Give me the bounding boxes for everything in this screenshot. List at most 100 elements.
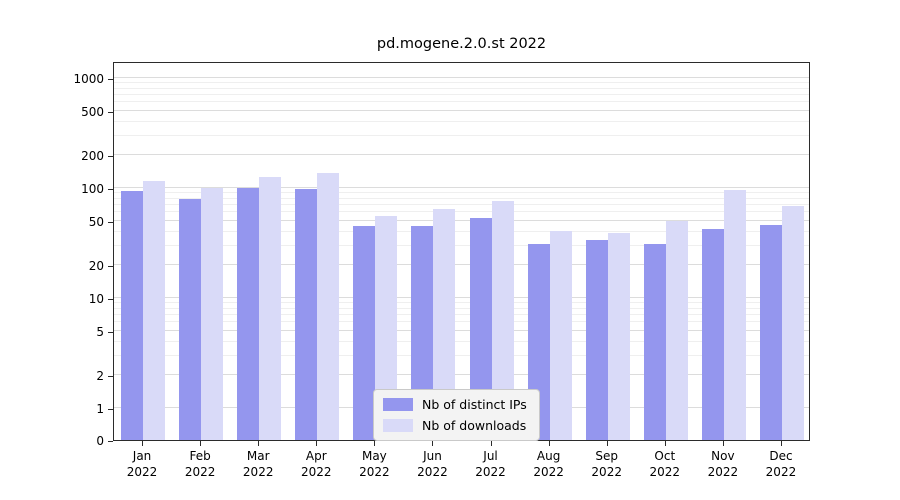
- y-tick-label: 5: [96, 325, 104, 340]
- minor-gridline: [114, 307, 809, 309]
- minor-gridline: [114, 302, 809, 304]
- x-tick-mark: [490, 441, 492, 446]
- legend-swatch: [383, 419, 413, 432]
- x-tick-mark: [142, 441, 144, 446]
- major-gridline: [114, 110, 809, 112]
- legend-swatch: [383, 398, 413, 411]
- bar-ips: [411, 226, 434, 440]
- x-tick-label: Jul 2022: [475, 449, 506, 479]
- y-tick-label: 1: [96, 402, 104, 416]
- minor-gridline: [114, 244, 809, 246]
- bar-downloads: [259, 176, 282, 440]
- y-tick-label: 10: [88, 292, 104, 306]
- bar-downloads: [317, 173, 340, 440]
- legend-label: Nb of downloads: [422, 418, 527, 433]
- minor-gridline: [114, 321, 809, 323]
- y-tick-label: 200: [81, 148, 104, 163]
- minor-gridline: [114, 101, 809, 103]
- x-tick-label: Oct 2022: [649, 449, 681, 479]
- bar-downloads: [375, 215, 398, 440]
- bar-ips: [179, 198, 202, 440]
- bar-downloads: [433, 208, 456, 440]
- major-gridline: [114, 77, 809, 78]
- x-tick-label: Mar 2022: [242, 449, 274, 479]
- minor-gridline: [114, 204, 809, 206]
- y-tick-label: 500: [81, 105, 104, 120]
- x-tick-mark: [780, 441, 782, 446]
- y-tick-label: 0: [96, 434, 104, 448]
- bar-ips: [701, 229, 724, 440]
- major-gridline: [114, 330, 809, 332]
- minor-gridline: [114, 197, 809, 199]
- x-tick-label: Jun 2022: [417, 449, 448, 479]
- y-tick-mark: [108, 375, 113, 377]
- bar-downloads: [491, 201, 514, 440]
- x-tick-label: Nov 2022: [707, 449, 739, 479]
- legend-label: Nb of distinct IPs: [422, 397, 527, 412]
- y-tick-mark: [108, 265, 113, 267]
- minor-gridline: [114, 340, 809, 342]
- major-gridline: [114, 220, 809, 222]
- y-tick-label: 2: [96, 368, 104, 383]
- x-tick-mark: [316, 441, 318, 446]
- x-tick-mark: [664, 441, 666, 446]
- y-tick-mark: [108, 189, 113, 190]
- bar-ips: [585, 239, 608, 440]
- legend: Nb of distinct IPs Nb of downloads: [373, 389, 540, 441]
- bar-ips: [469, 218, 492, 440]
- y-tick-mark: [108, 409, 113, 410]
- y-tick-mark: [108, 332, 113, 334]
- minor-gridline: [114, 211, 809, 213]
- x-tick-mark: [432, 441, 434, 446]
- bar-downloads: [665, 221, 688, 440]
- minor-gridline: [114, 314, 809, 316]
- x-tick-mark: [374, 441, 376, 446]
- bar-ips: [237, 188, 260, 440]
- x-tick-label: Apr 2022: [301, 449, 332, 479]
- chart-title: pd.mogene.2.0.st 2022: [376, 36, 547, 52]
- bar-ips: [295, 189, 318, 440]
- x-tick-label: Feb 2022: [184, 449, 216, 479]
- x-tick-label: Jan 2022: [126, 449, 158, 479]
- y-tick-mark: [108, 155, 113, 157]
- bar-ips: [353, 226, 376, 440]
- bar-ips: [759, 225, 782, 440]
- bar-downloads: [201, 188, 224, 440]
- x-tick-label: Sep 2022: [591, 449, 622, 479]
- y-tick-label: 50: [88, 215, 104, 230]
- minor-gridline: [114, 354, 809, 356]
- legend-item: Nb of downloads: [383, 417, 527, 434]
- bar-ips: [121, 191, 144, 440]
- major-gridline: [114, 297, 809, 298]
- minor-gridline: [114, 230, 809, 232]
- x-tick-mark: [200, 441, 202, 446]
- major-gridline: [114, 373, 809, 375]
- y-tick-label: 20: [88, 258, 104, 273]
- y-tick-label: 1000: [73, 72, 104, 86]
- minor-gridline: [114, 94, 809, 96]
- y-tick-mark: [108, 222, 113, 224]
- y-tick-mark: [108, 299, 113, 300]
- x-tick-label: Dec 2022: [765, 449, 797, 479]
- minor-gridline: [114, 87, 809, 89]
- y-tick-label: 100: [81, 182, 104, 196]
- bar-downloads: [607, 232, 630, 440]
- plot-area: [113, 62, 810, 441]
- major-gridline: [114, 153, 809, 155]
- x-tick-label: May 2022: [359, 449, 390, 479]
- major-gridline: [114, 187, 809, 188]
- minor-gridline: [114, 192, 809, 194]
- bar-downloads: [723, 190, 746, 440]
- x-tick-mark: [548, 441, 550, 446]
- minor-gridline: [114, 82, 809, 84]
- bar-downloads: [781, 206, 804, 440]
- bar-downloads: [143, 181, 166, 440]
- y-tick-mark: [108, 441, 113, 442]
- x-tick-label: Aug 2022: [533, 449, 564, 479]
- minor-gridline: [114, 134, 809, 136]
- y-tick-mark: [108, 79, 113, 80]
- bar-downloads: [549, 230, 572, 440]
- bar-ips: [643, 243, 666, 440]
- x-tick-mark: [258, 441, 260, 446]
